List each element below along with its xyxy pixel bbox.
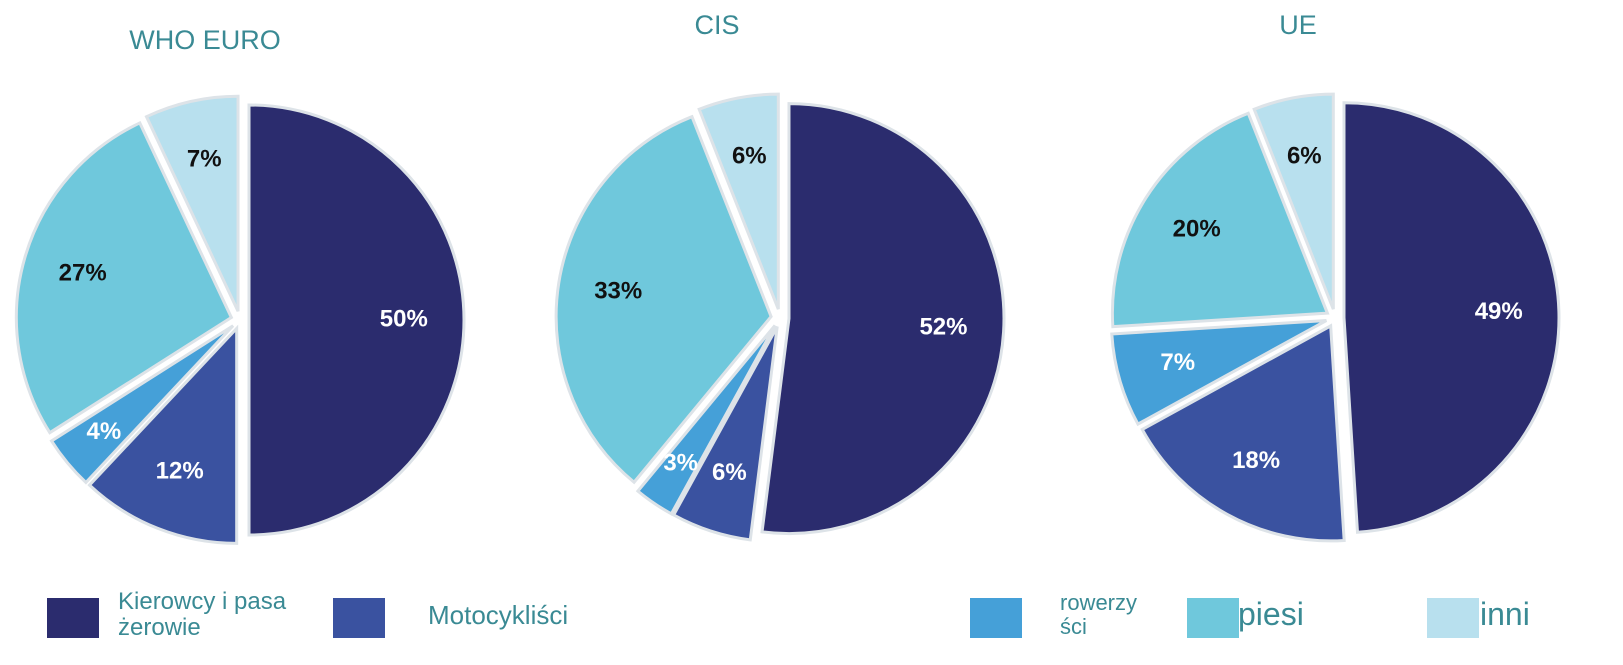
chart-title: WHO EURO	[129, 25, 281, 55]
value-label: 33%	[594, 278, 642, 305]
legend-label: inni	[1480, 596, 1530, 633]
value-label: 49%	[1475, 298, 1523, 325]
legend-label: Kierowcy i pasażerowie	[118, 587, 287, 641]
value-label: 27%	[59, 260, 107, 287]
value-label: 50%	[380, 305, 428, 332]
legend-label: piesi	[1238, 596, 1304, 633]
pie-slice	[1252, 92, 1335, 310]
legend-label-box: piesi	[1238, 596, 1304, 633]
legend-label: Motocykliści	[428, 599, 569, 630]
pie-slice	[144, 94, 240, 312]
legend-label-box: Motocykliści	[428, 599, 569, 630]
pie-slice	[697, 92, 780, 310]
pie-slice	[14, 120, 234, 435]
value-label: 4%	[87, 418, 122, 445]
legend-swatch	[1187, 598, 1239, 638]
legend-swatch	[970, 598, 1022, 638]
legend-swatch	[1427, 598, 1479, 638]
pie-slice	[1110, 319, 1328, 427]
chart-title: CIS	[694, 10, 739, 40]
value-label: 6%	[1287, 142, 1322, 169]
value-label: 12%	[156, 458, 204, 485]
pie-slice	[49, 324, 235, 485]
legend-label-box: rowerzyści	[1060, 589, 1138, 639]
pie-slice	[247, 103, 466, 537]
chart-title: UE	[1279, 10, 1317, 40]
value-label: 3%	[663, 449, 698, 476]
pie-slice	[760, 102, 1006, 536]
legend-label-box: inni	[1480, 596, 1530, 633]
pie-slice	[635, 324, 777, 516]
pie-slice	[671, 325, 779, 542]
pie-slice	[1110, 111, 1330, 329]
value-label: 20%	[1173, 216, 1221, 243]
legend-label-box: Kierowcy i pasażerowie	[118, 587, 287, 641]
pie-slice	[554, 114, 773, 485]
value-label: 6%	[712, 459, 747, 486]
value-label: 7%	[1160, 349, 1195, 376]
value-label: 6%	[732, 142, 767, 169]
value-label: 18%	[1232, 447, 1280, 474]
value-label: 52%	[919, 314, 967, 341]
value-label: 7%	[187, 145, 222, 172]
legend-swatch	[47, 598, 99, 638]
pie-slice	[87, 324, 239, 545]
pie-slice	[1140, 323, 1346, 543]
pie-slice	[1342, 101, 1561, 534]
legend-swatch	[333, 598, 385, 638]
legend-label: rowerzyści	[1060, 589, 1138, 639]
